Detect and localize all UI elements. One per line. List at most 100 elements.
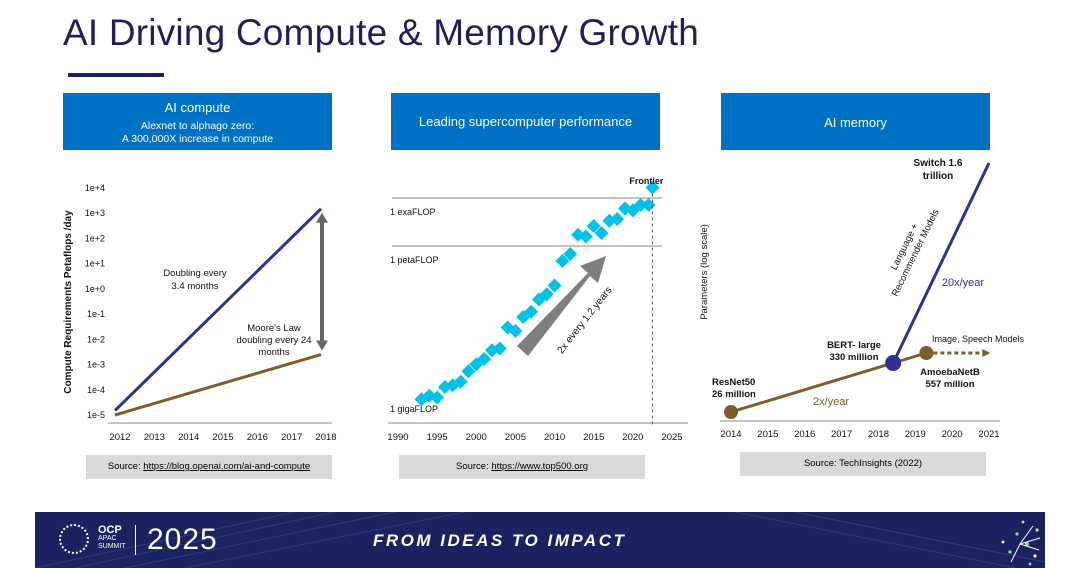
supercomputer-header: Leading supercomputer performance bbox=[391, 93, 660, 150]
ai-memory-source: Source: TechInsights (2022) bbox=[740, 452, 986, 476]
ai-compute-annotation-fast-line-2: 3.4 months bbox=[172, 281, 219, 292]
supercomputer-x-tick-label: 2025 bbox=[661, 432, 682, 443]
supercomputer-source-prefix: Source: bbox=[455, 461, 492, 472]
ai-memory-x-tick-label: 2018 bbox=[868, 429, 889, 440]
ai-memory-image-speech-label: Image, Speech Models bbox=[932, 334, 1025, 344]
ai-compute-x-tick-label: 2016 bbox=[247, 432, 268, 443]
ai-memory-amoeba-label-line-1: AmoebaNetB bbox=[920, 367, 980, 378]
ai-compute-source: Source: https://blog.openai.com/ai-and-c… bbox=[86, 455, 332, 479]
title-underline bbox=[68, 73, 164, 77]
supercomputer-data-point bbox=[508, 324, 523, 338]
ai-compute-header: AI compute Alexnet to alphago zero: A 30… bbox=[63, 93, 332, 150]
footer-sparkle-icon bbox=[1001, 520, 1041, 566]
ai-memory-resnet-label-line-1: ResNet50 bbox=[712, 377, 755, 388]
supercomputer-data-point bbox=[563, 247, 578, 261]
supercomputer-x-tick-label: 1995 bbox=[427, 432, 448, 443]
ai-memory-x-tick-label: 2021 bbox=[978, 429, 999, 440]
ai-compute-source-link[interactable]: https://blog.openai.com/ai-and-compute bbox=[143, 461, 311, 472]
supercomputer-data-point bbox=[430, 390, 445, 405]
ai-compute-subtitle-1: Alexnet to alphago zero: bbox=[140, 120, 255, 132]
ai-compute-x-tick-label: 2015 bbox=[212, 432, 233, 443]
supercomputer-source-link[interactable]: https://www.top500.org bbox=[491, 461, 589, 472]
ocp-logo-icon bbox=[59, 524, 89, 554]
ai-compute-y-tick-label: 1e+0 bbox=[85, 284, 105, 294]
footer-tagline: FROM IDEAS TO IMPACT bbox=[373, 531, 627, 550]
supercomputer-data-point bbox=[539, 287, 554, 302]
ai-memory-resnet-point bbox=[724, 405, 738, 419]
ai-memory-x-tick-label: 2014 bbox=[720, 429, 741, 440]
supercomputer-x-tick-label: 2005 bbox=[505, 432, 526, 443]
ai-memory-amoeba-point bbox=[919, 346, 934, 360]
ai-memory-title: AI memory bbox=[824, 115, 887, 130]
supercomputer-data-point bbox=[492, 341, 507, 356]
supercomputer-data-point bbox=[547, 278, 562, 293]
ai-memory-y-axis-label: Parameters (log scale) bbox=[699, 224, 710, 320]
supercomputer-data-point bbox=[477, 352, 492, 366]
ai-compute-y-axis-label: Compute Requirements Petaflops /day bbox=[63, 210, 74, 394]
ai-compute-annotation-fast-line-1: Doubling every bbox=[163, 268, 227, 279]
ai-memory-switch-label-line-2: trillion bbox=[923, 171, 954, 182]
page-title: AI Driving Compute & Memory Growth bbox=[63, 12, 699, 53]
ai-memory-slow-rate-label: 2x/year bbox=[813, 396, 849, 408]
ai-memory-x-tick-label: 2019 bbox=[905, 429, 926, 440]
supercomputer-exaflop-label: 1 exaFLOP bbox=[390, 207, 436, 217]
footer-ocp-text: OCP bbox=[98, 524, 122, 536]
ai-compute-series-1-line bbox=[113, 207, 323, 412]
ai-compute-series-2-line bbox=[114, 353, 322, 417]
ai-memory-fast-line bbox=[891, 162, 991, 364]
supercomputer-data-point bbox=[633, 198, 648, 212]
supercomputer-source: Source: https://www.top500.org bbox=[399, 455, 645, 479]
supercomputer-data-point bbox=[586, 219, 601, 233]
footer-year: 2025 bbox=[147, 523, 218, 556]
ai-memory-extension-arrowhead bbox=[982, 349, 991, 357]
ai-compute-y-tick-label: 1e-3 bbox=[87, 360, 105, 370]
ai-memory-x-tick-label: 2017 bbox=[831, 429, 852, 440]
ai-memory-source-text: Source: TechInsights (2022) bbox=[803, 458, 923, 469]
ai-memory-resnet-label-line-2: 26 million bbox=[712, 389, 756, 400]
ai-compute-y-tick-label: 1e+4 bbox=[85, 183, 105, 193]
footer-apac-text: APAC bbox=[98, 535, 117, 542]
ai-compute-x-tick-label: 2013 bbox=[144, 432, 165, 443]
ai-compute-x-tick-label: 2018 bbox=[315, 432, 336, 443]
supercomputer-frontier-label: Frontier bbox=[629, 176, 663, 186]
ai-memory-x-tick-label: 2015 bbox=[757, 429, 778, 440]
ai-compute-y-tick-label: 1e-5 bbox=[87, 410, 105, 420]
supercomputer-data-point bbox=[610, 212, 625, 226]
supercomputer-x-tick-label: 2020 bbox=[622, 432, 643, 443]
supercomputer-gigaflop-label: 1 gigaFLOP bbox=[390, 404, 438, 414]
ai-compute-annotation-moore-line-3: months bbox=[258, 347, 289, 358]
ai-memory-switch-label-line-1: Switch 1.6 bbox=[914, 158, 963, 169]
ai-memory-bert-label-line-1: BERT- large bbox=[827, 340, 881, 351]
supercomputer-petaflop-label: 1 petaFLOP bbox=[390, 255, 439, 265]
footer-summit-text: SUMMIT bbox=[98, 543, 126, 550]
footer-divider bbox=[135, 525, 136, 555]
ai-compute-subtitle-2: A 300,000X increase in compute bbox=[121, 133, 274, 145]
supercomputer-data-point bbox=[453, 374, 468, 389]
ai-compute-y-tick-label: 1e-2 bbox=[87, 334, 105, 344]
supercomputer-frontier-point bbox=[645, 180, 660, 195]
ai-memory-fast-rate-label: 20x/year bbox=[942, 277, 985, 289]
footer-banner: OCP APAC SUMMIT 2025 FROM IDEAS TO IMPAC… bbox=[35, 512, 1045, 568]
supercomputer-x-tick-label: 2015 bbox=[583, 432, 604, 443]
ai-compute-annotation-moore-line-2: doubling every 24 bbox=[237, 335, 312, 346]
ai-memory-slow-line bbox=[730, 361, 894, 414]
ai-compute-x-tick-label: 2014 bbox=[178, 432, 199, 443]
supercomputer-x-tick-label: 2000 bbox=[466, 432, 487, 443]
supercomputer-data-point bbox=[524, 304, 539, 319]
ai-memory-header: AI memory bbox=[721, 93, 990, 150]
ai-compute-x-tick-label: 2017 bbox=[281, 432, 302, 443]
ai-compute-source-prefix: Source: bbox=[107, 461, 144, 472]
ai-memory-x-tick-label: 2016 bbox=[794, 429, 815, 440]
ai-memory-bert-point bbox=[885, 355, 902, 371]
footer-bg-rays bbox=[35, 512, 1045, 568]
ai-compute-y-tick-label: 1e-1 bbox=[87, 309, 105, 319]
supercomputer-x-tick-label: 2010 bbox=[544, 432, 565, 443]
ai-compute-y-tick-label: 1e-4 bbox=[87, 385, 105, 395]
ai-compute-y-tick-label: 1e+2 bbox=[85, 233, 105, 243]
ai-compute-y-tick-label: 1e+1 bbox=[85, 259, 105, 269]
ai-compute-range-arrow-top-head bbox=[316, 212, 328, 223]
ai-compute-title: AI compute bbox=[164, 100, 231, 115]
ai-compute-annotation-moore-line-1: Moore's Law bbox=[247, 323, 301, 334]
